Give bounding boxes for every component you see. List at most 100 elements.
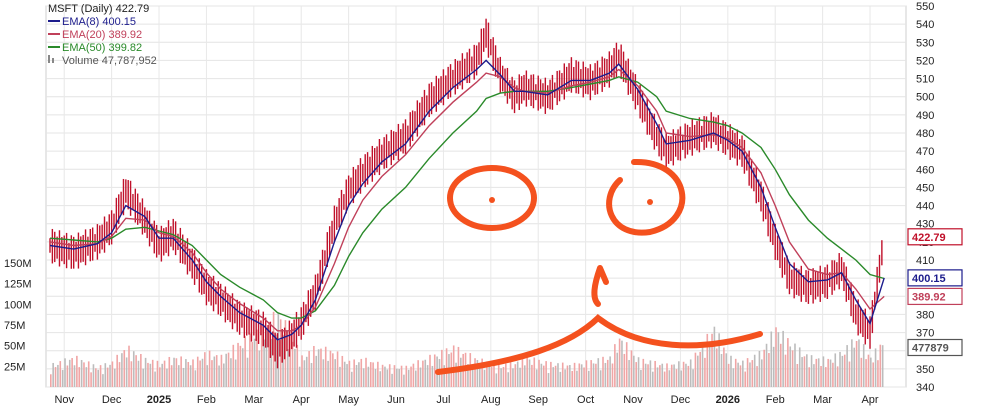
price-tick-label: 480 (916, 128, 934, 140)
volume-bar (647, 364, 649, 387)
volume-bar (467, 364, 469, 387)
volume-bar (343, 361, 346, 387)
volume-bar (317, 349, 320, 387)
volume-bar (137, 360, 140, 387)
volume-bar (806, 354, 808, 387)
volume-bar (374, 369, 377, 387)
volume-bar (334, 359, 336, 387)
left-eye-dot (489, 197, 495, 203)
volume-bar (787, 338, 789, 387)
volume-bar (531, 364, 533, 387)
volume-bar (706, 333, 709, 387)
volume-bar (502, 366, 505, 387)
price-tick-label: 510 (916, 74, 934, 86)
volume-bar (358, 362, 360, 387)
volume-bar (675, 369, 678, 387)
volume-bar (611, 363, 614, 387)
volume-bar (218, 365, 220, 387)
volume-bar (104, 363, 107, 387)
value-tag-text: 422.79 (912, 232, 946, 244)
volume-bar (405, 365, 408, 387)
volume-bar (663, 371, 666, 387)
volume-bar (526, 357, 528, 387)
volume-bar (301, 355, 303, 387)
volume-bar (192, 359, 194, 387)
volume-bar (322, 359, 325, 387)
volume-bar (483, 369, 486, 387)
volume-bar (85, 367, 88, 387)
volume-bar (533, 357, 536, 387)
volume-bar (635, 362, 637, 387)
volume-bar (839, 351, 841, 387)
volume-bar (623, 353, 626, 387)
volume-bar (332, 353, 334, 387)
volume-bar (289, 331, 291, 387)
volume-bar (460, 357, 462, 387)
volume-bar (313, 345, 315, 387)
volume-bar (92, 364, 95, 387)
value-tag: 400.15 (907, 269, 963, 287)
volume-bar (538, 359, 540, 387)
volume-bar (680, 370, 683, 387)
volume-bar (711, 333, 713, 387)
volume-bar (151, 359, 154, 387)
volume-bar (808, 367, 810, 387)
volume-bar (287, 349, 289, 387)
volume-bar (595, 363, 597, 387)
volume-bar (95, 368, 97, 387)
volume-bar (241, 348, 244, 387)
volume-bar (486, 361, 488, 387)
time-tick-label: Jul (436, 394, 450, 406)
volume-bar (630, 350, 633, 387)
volume-bar (725, 353, 728, 387)
volume-bar (749, 362, 751, 387)
price-tick-label: 440 (916, 201, 934, 213)
volume-bar (185, 359, 187, 387)
volume-bar (130, 361, 133, 387)
volume-bar (396, 368, 398, 387)
volume-bar (879, 344, 882, 387)
volume-bar (128, 345, 130, 387)
volume-bar (779, 343, 782, 387)
volume-bar (858, 339, 860, 387)
volume-bar (734, 358, 737, 387)
volume-bar (59, 361, 62, 387)
time-tick-label: Feb (766, 394, 785, 406)
volume-bar (215, 355, 218, 387)
volume-bar (303, 360, 306, 387)
price-tick-label: 430 (916, 219, 934, 231)
volume-bar (524, 365, 526, 387)
volume-bar (118, 362, 121, 387)
value-tag-box (907, 287, 963, 306)
volume-bar (279, 319, 282, 387)
legend-label: EMA(8) 400.15 (62, 16, 136, 28)
price-tick-label: 410 (916, 255, 934, 267)
volume-bar (687, 365, 690, 387)
volume-bar (452, 345, 455, 387)
volume-bar (315, 355, 318, 387)
volume-bar (853, 347, 856, 387)
volume-bar (87, 361, 90, 387)
price-tick-label: 530 (916, 37, 934, 49)
value-tag-text: 389.92 (912, 291, 946, 303)
volume-bar (234, 359, 237, 387)
value-tag-text: 400.15 (912, 273, 946, 285)
volume-bar (654, 360, 656, 387)
volume-bar (488, 364, 491, 387)
price-tick-label: 340 (916, 382, 934, 394)
time-axis: Nov Dec 2025 Feb Mar Apr May Jun Jul Aug Sep Oct Nov… (54, 394, 878, 406)
volume-bar (400, 365, 403, 387)
volume-bar (571, 370, 573, 387)
volume-bar (557, 363, 559, 387)
right-eye-circle (606, 158, 686, 236)
volume-bar (258, 350, 261, 387)
volume-bar (474, 358, 476, 387)
volume-bar (201, 358, 204, 387)
volume-bar (763, 349, 765, 387)
volume-bar (855, 340, 858, 387)
volume-bar (123, 350, 126, 387)
volume-bar (870, 357, 872, 387)
volume-bar (742, 360, 744, 387)
volume-bar (715, 348, 718, 387)
volume-bar (718, 333, 720, 387)
